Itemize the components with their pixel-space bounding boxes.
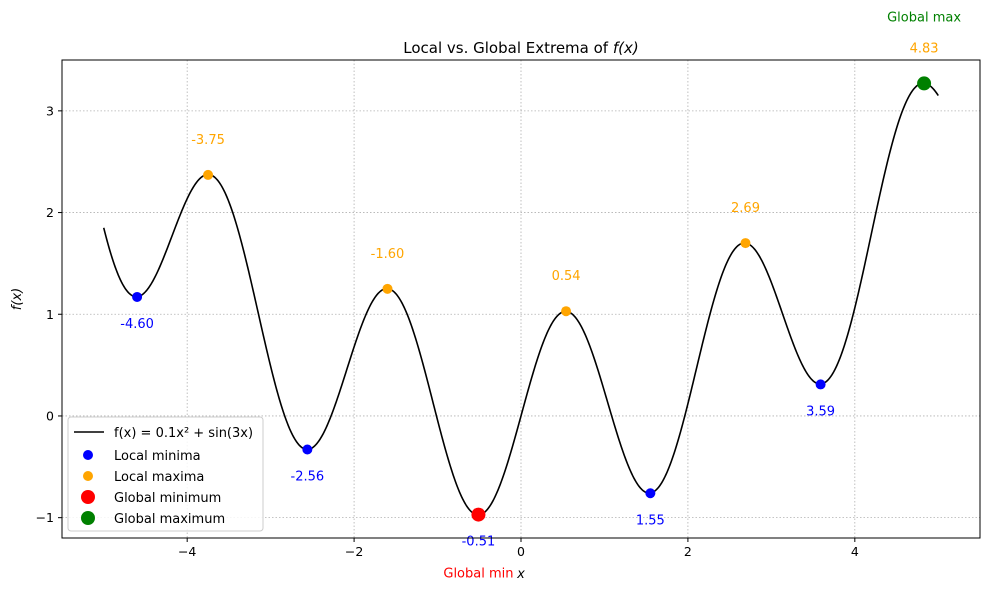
chart-title: Local vs. Global Extrema of f(x) [403,39,638,57]
y-axis-label: f(x) [10,288,25,310]
local-maximum-label: 2.69 [731,201,760,216]
ticks: −4 −2 0 2 4 −1 0 1 2 3 [36,103,859,559]
legend-marker-local-minima [83,450,93,460]
global-maximum-annotation: Global max [887,10,961,25]
local-maximum-label: -3.75 [191,133,225,148]
y-tick-label: 0 [46,408,54,423]
legend-marker-global-maximum [81,511,95,525]
local-maximum-point [740,238,751,249]
local-maximum-point [203,169,214,180]
x-axis-label: x [516,567,525,582]
local-minimum-label: 3.59 [806,404,835,419]
legend-label-local-minima: Local minima [114,449,201,464]
local-maximum-point [561,306,572,317]
global-minimum-point [471,507,486,522]
local-maximum-label: -1.60 [371,247,405,262]
x-tick-label: 2 [684,544,692,559]
legend-label-global-maximum: Global maximum [114,512,225,527]
y-tick-label: −1 [36,510,54,525]
legend-label-local-maxima: Local maxima [114,470,204,485]
legend-marker-local-maxima [83,471,93,481]
local-maximum-point [382,283,393,294]
local-maximum-label: 4.83 [910,41,939,56]
local-minimum-label: 1.55 [636,513,665,528]
function-curve [102,82,939,516]
local-maximum-label: 0.54 [552,269,581,284]
local-minimum-point [645,488,656,499]
x-tick-label: −2 [345,544,363,559]
x-tick-label: 0 [517,544,525,559]
points-layer [132,76,932,522]
local-minimum-label: -2.56 [291,470,325,485]
local-minimum-label: -0.51 [462,535,496,550]
legend-label-function: f(x) = 0.1x² + sin(3x) [114,426,253,441]
local-minimum-point [302,444,313,455]
legend-box [67,416,264,532]
legend-label-global-minimum: Global minimum [114,491,221,506]
local-minimum-point [132,291,143,302]
local-minimum-point [815,379,826,390]
y-tick-label: 1 [46,307,54,322]
legend: f(x) = 0.1x² + sin(3x) Local minima Loca… [67,416,264,532]
y-tick-label: 2 [46,205,54,220]
y-tick-label: 3 [46,103,54,118]
global-minimum-annotation: Global min [443,567,513,582]
global-maximum-point [917,76,932,91]
x-tick-label: 4 [851,544,859,559]
local-minimum-label: -4.60 [120,317,154,332]
curve-layer [102,82,939,516]
x-tick-label: −4 [178,544,196,559]
annotations: -4.60 -2.56 -0.51 1.55 3.59 -3.75 -1.60 0.54 2.6… [120,10,961,581]
legend-marker-global-minimum [81,490,95,504]
